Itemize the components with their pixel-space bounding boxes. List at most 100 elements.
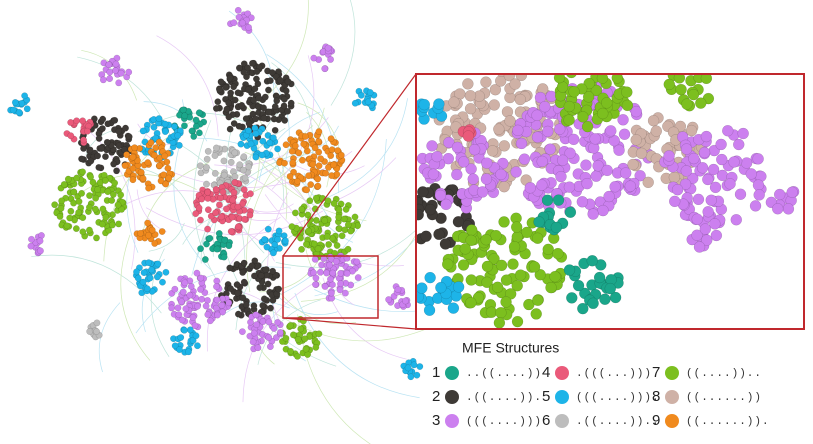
edge xyxy=(259,302,434,342)
node xyxy=(121,162,129,169)
node xyxy=(148,226,156,234)
zoom-line xyxy=(282,317,417,330)
node xyxy=(99,76,107,84)
node xyxy=(310,54,318,62)
node xyxy=(274,236,282,243)
node xyxy=(73,117,81,125)
legend-swatch xyxy=(445,390,459,404)
node xyxy=(302,133,309,140)
node xyxy=(669,195,681,208)
node xyxy=(486,145,499,157)
legend-structure: ((......)). xyxy=(686,416,770,428)
node xyxy=(240,278,248,286)
edge xyxy=(86,128,136,270)
node xyxy=(306,197,314,205)
node xyxy=(330,200,338,207)
node xyxy=(603,190,615,203)
node xyxy=(125,133,133,141)
node xyxy=(250,272,258,280)
node xyxy=(248,262,256,270)
node xyxy=(204,147,212,155)
node xyxy=(701,234,713,246)
node xyxy=(240,68,248,76)
node xyxy=(94,186,101,193)
node xyxy=(495,259,508,272)
node xyxy=(196,162,204,170)
node xyxy=(115,79,123,87)
edge xyxy=(150,248,170,358)
legend-structure: .(((...))) xyxy=(576,368,652,380)
node xyxy=(542,243,554,256)
node xyxy=(630,105,642,118)
node xyxy=(92,194,100,202)
node xyxy=(737,127,749,140)
node xyxy=(431,150,443,163)
node xyxy=(288,223,296,231)
node xyxy=(252,153,260,161)
node xyxy=(328,146,336,154)
node xyxy=(262,266,270,274)
node xyxy=(242,301,250,309)
node xyxy=(481,157,493,169)
node xyxy=(730,214,742,226)
node xyxy=(117,191,125,199)
node xyxy=(552,194,565,206)
node xyxy=(416,282,428,294)
edge xyxy=(275,218,428,268)
node xyxy=(433,228,445,240)
node xyxy=(269,267,277,275)
node xyxy=(201,256,209,263)
node xyxy=(252,115,260,123)
node xyxy=(554,123,566,135)
node xyxy=(57,205,65,212)
node xyxy=(663,150,675,162)
inset-network xyxy=(416,59,800,329)
node xyxy=(217,213,225,221)
legend-number: 9 xyxy=(652,412,660,429)
node xyxy=(314,175,322,183)
node xyxy=(323,269,330,277)
node xyxy=(113,167,120,175)
legend-number: 6 xyxy=(542,412,550,429)
node xyxy=(102,213,110,221)
node xyxy=(564,59,575,70)
node xyxy=(144,219,152,227)
legend-structure: (((....))). xyxy=(576,392,660,404)
legend-structure: ..((....)) xyxy=(466,368,542,380)
node xyxy=(722,125,734,137)
node xyxy=(79,117,87,125)
edge xyxy=(140,162,210,241)
node xyxy=(498,140,511,152)
node xyxy=(93,319,101,327)
node xyxy=(587,208,599,220)
node xyxy=(586,255,598,267)
node xyxy=(154,273,161,281)
node xyxy=(227,228,235,235)
node xyxy=(707,163,720,176)
node xyxy=(267,304,274,312)
node xyxy=(86,226,93,234)
node xyxy=(198,195,206,203)
node xyxy=(510,221,523,233)
node xyxy=(146,274,154,282)
node xyxy=(185,348,192,356)
node xyxy=(191,322,199,330)
node xyxy=(238,101,246,109)
node xyxy=(515,74,528,82)
node xyxy=(265,318,273,326)
node xyxy=(178,298,185,306)
node xyxy=(322,169,329,177)
node xyxy=(468,143,481,156)
node xyxy=(139,127,147,135)
edge xyxy=(330,0,356,106)
node xyxy=(15,108,23,116)
node xyxy=(78,189,86,197)
node xyxy=(157,177,165,185)
node xyxy=(281,159,288,167)
node xyxy=(137,169,145,176)
node xyxy=(509,78,521,90)
node xyxy=(129,165,137,172)
legend-swatch xyxy=(555,366,569,380)
node xyxy=(203,180,210,188)
